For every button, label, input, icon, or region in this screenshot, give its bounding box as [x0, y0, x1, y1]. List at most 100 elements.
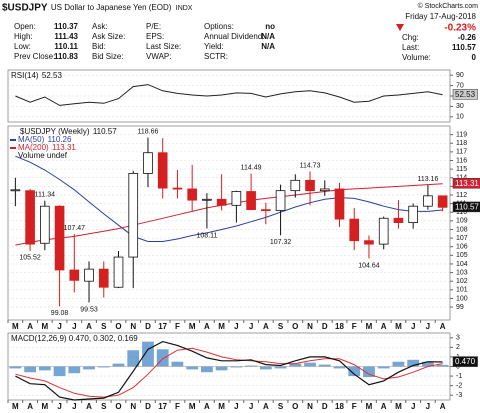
- candle-body: [10, 189, 21, 192]
- x-tick-label: S: [101, 322, 107, 331]
- y-tick-label: 3: [456, 335, 460, 342]
- field-label: High:: [14, 32, 33, 41]
- annotation: 113.16: [417, 176, 438, 183]
- date: Friday 17-Aug-2018: [405, 12, 476, 21]
- value-tag: 52.53: [455, 90, 476, 99]
- field-value: N/A: [261, 32, 275, 41]
- histogram-bar: [53, 366, 66, 377]
- candle-body: [378, 217, 389, 245]
- field-label: Annual Dividend:: [204, 32, 264, 41]
- candle-body: [128, 173, 139, 258]
- x-tick-label: N: [307, 402, 313, 411]
- panel-title: RSI(14): [11, 71, 39, 80]
- x-tick-label: A: [27, 322, 33, 331]
- down-arrow: [396, 24, 404, 31]
- histogram-bar: [274, 366, 287, 369]
- y-tick-label: 119: [456, 131, 467, 138]
- x-tick-label: M: [189, 402, 196, 411]
- candle-body: [305, 179, 315, 192]
- annotation: 107.47: [64, 225, 86, 232]
- x-tick-label: J: [411, 322, 415, 331]
- histogram-bar: [363, 366, 375, 378]
- histogram-bar: [377, 366, 390, 369]
- y-tick-label: 30: [456, 103, 464, 110]
- y-tick-label: -3: [456, 392, 462, 399]
- histogram-bar: [171, 361, 184, 367]
- histogram-bar: [407, 359, 420, 367]
- x-tick-label: M: [395, 322, 402, 331]
- field-label: Last Size:: [146, 42, 181, 51]
- x-tick-label: M: [41, 322, 48, 331]
- histogram-bar: [68, 366, 81, 374]
- candle-body: [334, 188, 345, 220]
- field-value: 110.37: [54, 22, 79, 31]
- field-label: Chg:: [402, 33, 419, 42]
- field-label: EPS:: [146, 32, 164, 41]
- field-value: no: [265, 22, 275, 31]
- candle-body: [319, 188, 330, 192]
- field-label: Low:: [14, 42, 31, 51]
- field-label: Yield:: [204, 42, 224, 51]
- x-tick-label: O: [115, 402, 121, 411]
- legend-value: 110.26: [48, 135, 72, 144]
- x-tick-label: M: [395, 402, 402, 411]
- y-tick-label: 101: [456, 287, 468, 294]
- y-tick-label: 108: [456, 226, 468, 233]
- ma-line: [15, 155, 443, 242]
- histogram-bar: [392, 361, 405, 367]
- candle-body: [216, 198, 227, 206]
- rsi-line: [15, 84, 443, 106]
- change: -0.23%: [444, 23, 476, 34]
- candle-body: [40, 205, 50, 244]
- x-tick-label: J: [234, 402, 238, 411]
- field-label: Options:: [204, 22, 234, 31]
- x-tick-label: J: [72, 322, 76, 331]
- x-tick-label: F: [175, 402, 180, 411]
- histogram-bar: [259, 366, 272, 370]
- field-value: 111.43: [54, 32, 78, 41]
- histogram-bar: [289, 363, 302, 367]
- histogram-bar: [422, 361, 434, 367]
- x-tick-label: A: [440, 322, 446, 331]
- histogram-bar: [304, 362, 316, 367]
- legend-label: MA(50): [18, 135, 45, 144]
- y-tick-label: 116: [456, 157, 467, 164]
- x-tick-label: F: [352, 322, 357, 331]
- value-tag-box: [452, 356, 478, 367]
- candle-body: [275, 190, 286, 211]
- histogram-bar: [24, 366, 36, 373]
- x-tick-label: A: [204, 322, 210, 331]
- x-tick-label: A: [27, 402, 33, 411]
- x-tick-label: N: [130, 402, 136, 411]
- candle-body: [231, 191, 242, 206]
- field-label: Volume:: [402, 53, 431, 62]
- x-tick-label: 17: [158, 322, 167, 331]
- histogram-bar: [436, 364, 449, 367]
- field-value: 110.57: [452, 43, 477, 52]
- y-tick-label: -2: [456, 382, 462, 389]
- candle-body: [202, 198, 212, 201]
- y-tick-label: 10: [456, 114, 464, 121]
- y-tick-label: 118: [456, 140, 467, 147]
- histogram-bar: [38, 366, 51, 371]
- candle-body: [437, 195, 448, 208]
- x-tick-label: A: [86, 402, 92, 411]
- y-tick-label: 110: [456, 209, 467, 216]
- candle-body: [172, 187, 183, 190]
- x-tick-label: M: [189, 322, 196, 331]
- x-tick-label: A: [86, 322, 92, 331]
- macd-line: [15, 347, 443, 398]
- value-tag: 110.57: [455, 202, 479, 211]
- x-tick-label: O: [115, 322, 121, 331]
- x-tick-label: J: [72, 402, 76, 411]
- histogram-bar: [83, 366, 95, 370]
- histogram-bar: [201, 366, 213, 373]
- annotation: 114.73: [300, 162, 321, 169]
- annotation: 99.08: [51, 310, 69, 317]
- x-tick-label: D: [145, 402, 151, 411]
- x-tick-label: J: [426, 322, 430, 331]
- annotation: 99.53: [80, 306, 98, 313]
- annotation: 107.32: [270, 239, 292, 246]
